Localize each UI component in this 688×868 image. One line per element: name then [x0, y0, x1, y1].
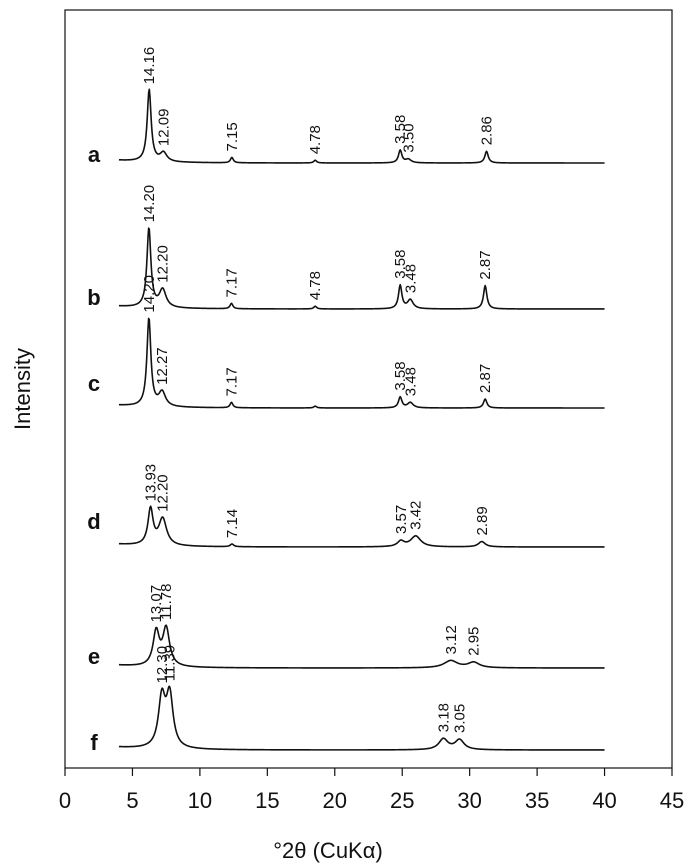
- trace-c: [118, 317, 605, 409]
- peak-label: 3.05: [452, 704, 469, 733]
- trace-b: [118, 227, 605, 310]
- x-tick-label: 15: [255, 788, 279, 813]
- peak-label: 3.12: [443, 625, 460, 654]
- peak-label: 4.78: [307, 125, 324, 154]
- peak-label: 3.42: [408, 501, 425, 530]
- trace-f: [118, 685, 605, 751]
- peak-label: 12.20: [155, 245, 172, 283]
- peak-label: 4.78: [307, 271, 324, 300]
- x-tick-label: 20: [323, 788, 347, 813]
- series-labels: a b c d e f: [87, 142, 101, 755]
- peak-label: 7.14: [224, 509, 241, 538]
- peak-label: 3.48: [402, 264, 419, 293]
- peak-label: 14.20: [141, 275, 158, 313]
- peak-label: 7.17: [224, 367, 241, 396]
- x-axis: 0 5 10 15 20 25 30 35 40 45: [59, 768, 684, 813]
- x-tick-label: 0: [59, 788, 71, 813]
- series-label-c: c: [88, 371, 100, 396]
- peak-label: 2.87: [477, 364, 494, 393]
- peak-label: 11.78: [158, 584, 175, 620]
- peak-label: 11.39: [162, 645, 179, 681]
- peak-label: 12.30: [154, 646, 171, 684]
- peak-label: 12.20: [155, 474, 172, 512]
- series-label-d: d: [87, 509, 100, 534]
- peak-label: 13.07: [148, 585, 165, 623]
- trace-a: [118, 88, 605, 164]
- x-tick-label: 30: [457, 788, 481, 813]
- x-tick-label: 45: [660, 788, 684, 813]
- peak-label: 12.27: [154, 347, 171, 385]
- series-label-f: f: [90, 730, 98, 755]
- peak-label: 3.58: [392, 115, 409, 144]
- x-tick-label: 25: [390, 788, 414, 813]
- series-label-b: b: [87, 285, 100, 310]
- x-axis-title: °2θ (CuKα): [273, 838, 383, 863]
- peak-label: 2.87: [477, 250, 494, 279]
- y-axis-title: Intensity: [10, 348, 35, 430]
- x-tick-label: 35: [525, 788, 549, 813]
- peak-label: 14.16: [141, 47, 158, 85]
- x-tick-label: 5: [126, 788, 138, 813]
- peak-label: 3.58: [392, 361, 409, 390]
- x-tick-label: 10: [188, 788, 212, 813]
- peak-label: 12.09: [156, 109, 173, 147]
- peak-label: 3.18: [435, 703, 452, 732]
- peak-label: 3.50: [400, 123, 417, 152]
- peak-label: 3.48: [402, 367, 419, 396]
- peak-label: 2.86: [479, 116, 496, 145]
- diffraction-traces: [118, 88, 605, 751]
- peak-label: 3.58: [392, 249, 409, 278]
- series-label-a: a: [88, 142, 101, 167]
- peak-label: 7.17: [224, 268, 241, 297]
- peak-label: 2.95: [466, 627, 483, 656]
- peak-label: 3.57: [393, 505, 410, 534]
- series-label-e: e: [88, 644, 100, 669]
- trace-d: [118, 505, 605, 548]
- plot-frame: [64, 9, 673, 769]
- trace-e: [118, 624, 605, 669]
- x-tick-label: 40: [592, 788, 616, 813]
- peak-label: 7.15: [224, 122, 241, 151]
- peak-label: 2.89: [474, 506, 491, 535]
- peak-label: 13.93: [143, 464, 160, 502]
- peak-label: 14.20: [141, 185, 158, 223]
